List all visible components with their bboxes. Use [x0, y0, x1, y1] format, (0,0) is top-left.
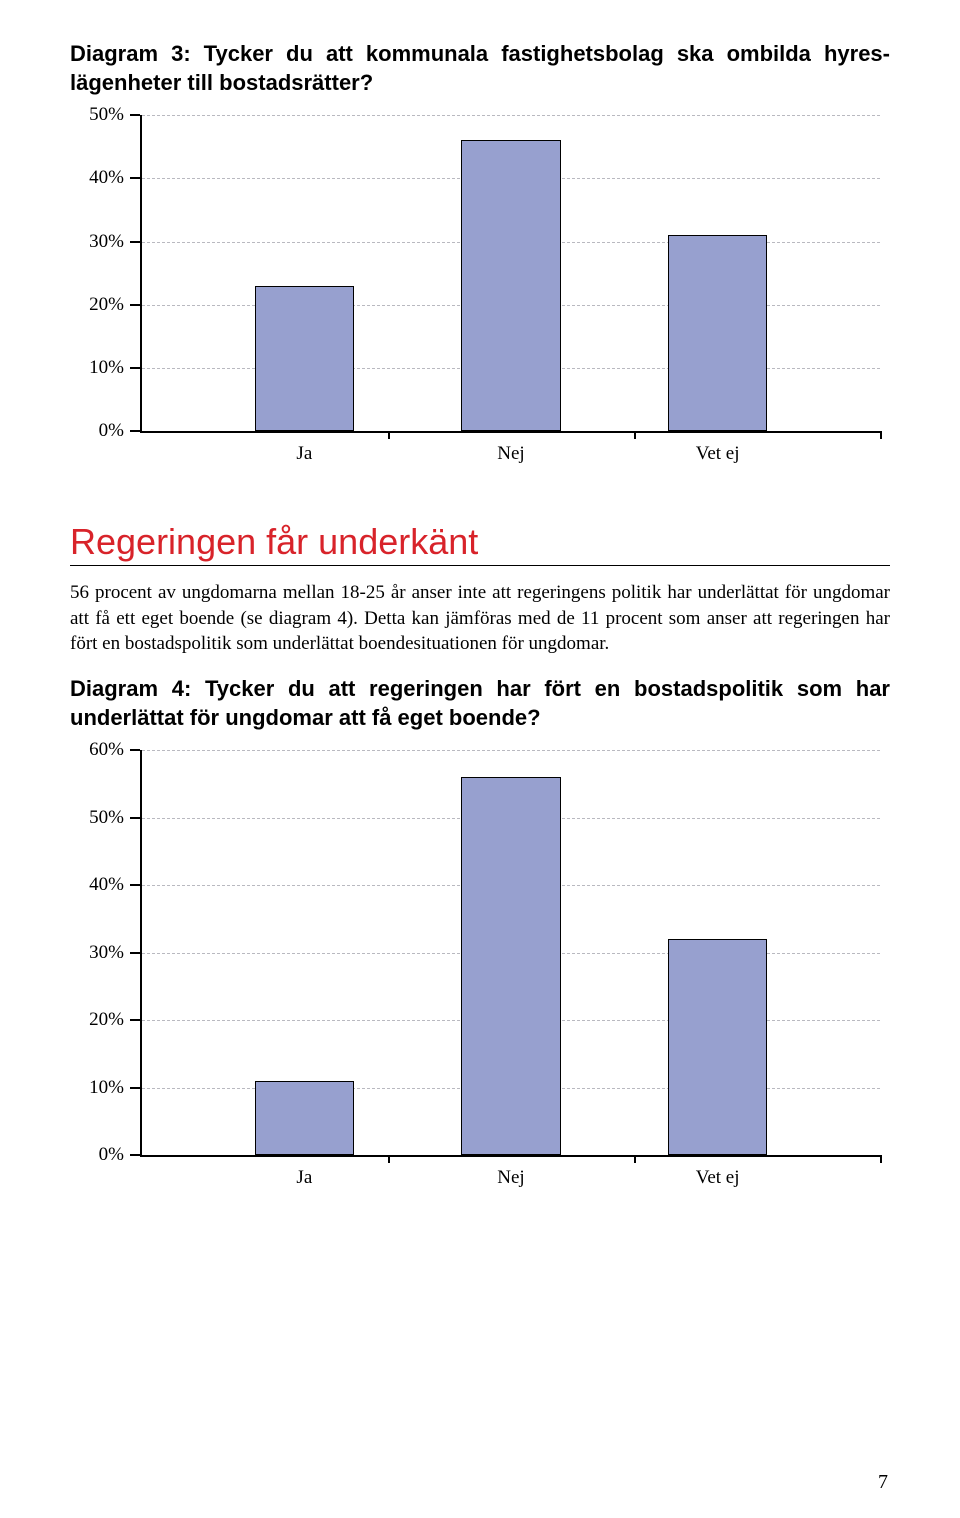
bar	[255, 1081, 354, 1155]
chart3: 0%10%20%30%40%50%JaNejVet ej	[70, 109, 890, 471]
y-axis-label: 30%	[89, 942, 124, 964]
y-axis-label: 40%	[89, 874, 124, 896]
bar	[668, 939, 767, 1155]
x-axis-label: Vet ej	[668, 443, 767, 465]
x-axis-label: Nej	[461, 443, 560, 465]
y-axis-label: 20%	[89, 294, 124, 316]
chart3-title: Diagram 3: Tycker du att kommunala fasti…	[70, 40, 890, 97]
y-axis-label: 40%	[89, 167, 124, 189]
x-axis-label: Ja	[255, 1167, 354, 1189]
y-axis-label: 30%	[89, 231, 124, 253]
y-axis-label: 0%	[99, 420, 124, 442]
section-heading: Regeringen får underkänt	[70, 521, 890, 563]
y-axis-label: 0%	[99, 1144, 124, 1166]
bar	[461, 777, 560, 1155]
bar	[668, 235, 767, 431]
x-axis-label: Ja	[255, 443, 354, 465]
y-axis-label: 20%	[89, 1009, 124, 1031]
y-axis-label: 50%	[89, 104, 124, 126]
y-axis-label: 50%	[89, 807, 124, 829]
bar	[461, 140, 560, 431]
x-axis-label: Vet ej	[668, 1167, 767, 1189]
x-axis-label: Nej	[461, 1167, 560, 1189]
bar	[255, 286, 354, 431]
y-axis-label: 10%	[89, 1077, 124, 1099]
section-body: 56 procent av ungdomarna mellan 18-25 år…	[70, 580, 890, 657]
y-axis-label: 10%	[89, 357, 124, 379]
chart4-title: Diagram 4: Tycker du att regeringen har …	[70, 675, 890, 732]
chart4: 0%10%20%30%40%50%60%JaNejVet ej	[70, 744, 890, 1194]
y-axis-label: 60%	[89, 739, 124, 761]
section-rule	[70, 565, 890, 566]
page-number: 7	[878, 1471, 888, 1494]
